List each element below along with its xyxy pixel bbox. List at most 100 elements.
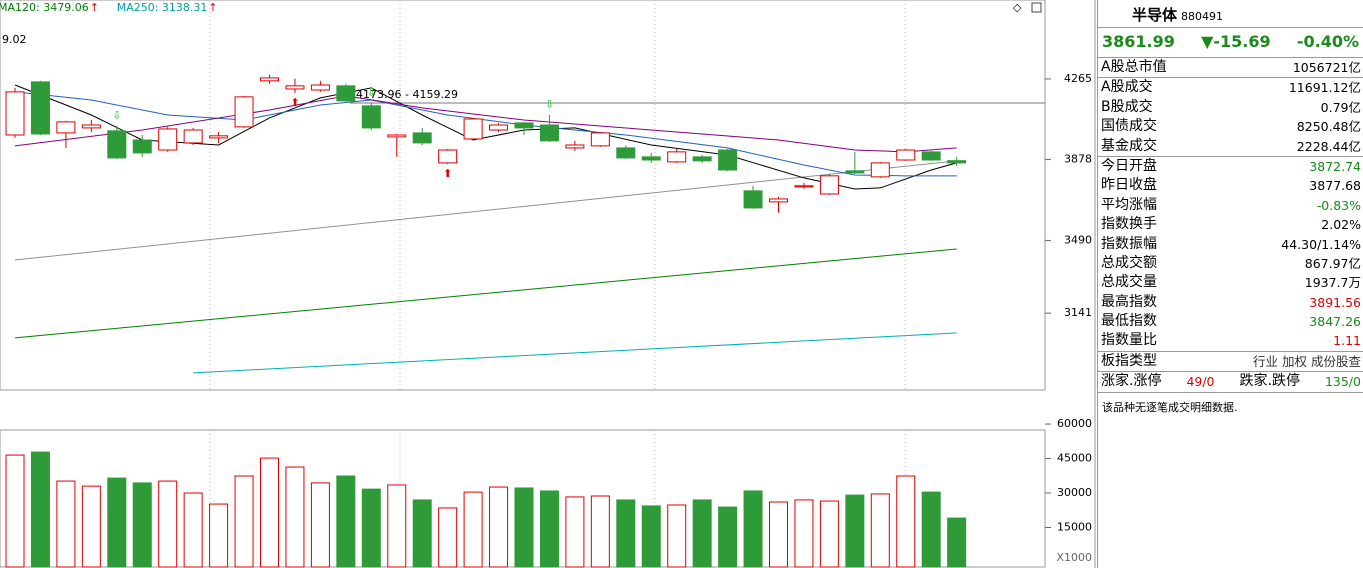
stat-label: 总成交额 (1101, 254, 1157, 271)
stat-value: 行业 加权 成份股查 (1253, 353, 1361, 369)
icon-window[interactable] (1031, 2, 1042, 13)
stat-row: A股成交 11691.12亿 (1098, 78, 1363, 97)
candle-body (285, 85, 305, 90)
signal-arrow: ⇩ (545, 98, 554, 111)
volume-bar (438, 507, 458, 568)
stat-value: 2228.44亿 (1296, 138, 1361, 154)
candle-body (845, 170, 865, 174)
candle-body (361, 105, 381, 129)
volume-bar (30, 451, 50, 568)
quote: 3861.99 ▼-15.69 -0.40% (1098, 28, 1363, 58)
candle-body (30, 81, 50, 135)
volume-bar (947, 517, 967, 568)
stat-label: 国债成交 (1101, 118, 1157, 135)
candle-body (692, 156, 712, 162)
stat-row: 板指类型 行业 加权 成份股查 (1098, 352, 1363, 373)
stat-value: 1056721亿 (1292, 60, 1361, 75)
volume-bar (845, 494, 865, 568)
up-value: 49/0 (1186, 374, 1215, 390)
candle-body (794, 185, 814, 188)
stat-value: 8250.48亿 (1296, 119, 1361, 135)
stat-row: 总成交额 867.97亿 (1098, 254, 1363, 273)
stat-value: 44.30/1.14% (1281, 236, 1361, 252)
volume-bar (590, 495, 610, 568)
stat-value: -0.83% (1316, 197, 1361, 213)
stat-row: 今日开盘 3872.74 (1098, 157, 1363, 176)
candle-body (5, 91, 25, 136)
stat-label: A股成交 (1101, 79, 1153, 96)
candle-body (463, 118, 483, 140)
stock-name: 半导体 (1132, 6, 1178, 24)
stat-row: A股总市值 1056721亿 (1098, 58, 1363, 79)
candle-body (565, 144, 585, 149)
stat-value: 11691.12亿 (1288, 80, 1361, 96)
icon-diamond[interactable]: ◇ (1013, 1, 1022, 14)
legend-label: MA250: 3138.31 (117, 1, 208, 14)
stat-label: B股成交 (1101, 98, 1153, 115)
price: 3861.99 (1102, 32, 1175, 51)
stat-label: 平均涨幅 (1101, 196, 1157, 213)
stock-code: 880491 (1181, 10, 1224, 23)
volume-bar (132, 482, 152, 568)
volume-bar (896, 475, 916, 568)
ma-line (14, 248, 957, 339)
volume-bar (743, 490, 763, 568)
volume-bar (463, 491, 483, 568)
volume-bar (361, 488, 381, 568)
volume-bar (769, 501, 788, 568)
stat-row: 基金成交 2228.44亿 (1098, 137, 1363, 157)
volume-bar (921, 491, 941, 568)
stat-label: 指数换手 (1101, 216, 1157, 233)
stat-row: 昨日收盘 3877.68 (1098, 176, 1363, 195)
candle-body (718, 149, 738, 171)
stat-row: 指数振幅 44.30/1.14% (1098, 235, 1363, 254)
volume-bar (514, 487, 534, 568)
stat-value: 1937.7万 (1304, 275, 1361, 291)
candle-body (514, 122, 534, 129)
stat-label: 今日开盘 (1101, 157, 1157, 174)
ma-line (14, 84, 957, 190)
signal-arrow: ⬆ (443, 167, 452, 180)
candle-body (438, 149, 458, 164)
stat-value: 3891.56 (1309, 294, 1361, 310)
candle-body (183, 129, 203, 144)
volume-tick-label: 15000 (1057, 521, 1092, 534)
candle-body (260, 77, 279, 82)
volume-bar (310, 482, 330, 568)
signal-arrow: ⇩ (112, 109, 121, 122)
ma-line (14, 95, 957, 153)
signal-arrow: ⇩ (367, 86, 376, 99)
candle-body (921, 151, 941, 161)
volume-bar (387, 484, 407, 568)
range-label: 4173.96 - 4159.29 (356, 88, 458, 101)
price-panel (0, 0, 1046, 391)
stat-value: 2.02% (1321, 217, 1361, 233)
stat-row: B股成交 0.79亿 (1098, 98, 1363, 117)
stat-value: 867.97亿 (1304, 255, 1361, 271)
volume-bar (260, 457, 279, 568)
candle-body (234, 96, 254, 128)
legend-trend: ↑ (208, 1, 217, 14)
volume-tick-label: 30000 (1057, 486, 1092, 499)
candle-body (870, 162, 890, 178)
volume-unit: X1000 (1056, 551, 1092, 564)
volume-bar (692, 499, 712, 568)
breadth: 涨家.涨停 49/0 跌家.跌停 135/0 (1098, 372, 1363, 393)
volume-bar (336, 475, 356, 568)
volume-bar (539, 490, 559, 568)
volume-bar (819, 500, 839, 568)
ma-line (193, 332, 957, 374)
candle-body (81, 124, 101, 129)
candle-body (616, 147, 636, 159)
stat-label: 指数振幅 (1101, 235, 1157, 252)
ma-line (14, 160, 957, 261)
candle-body (107, 130, 127, 159)
volume-bar (794, 499, 814, 568)
ma-line (14, 91, 957, 177)
stat-value: 0.79亿 (1320, 99, 1361, 115)
candle-body (132, 139, 152, 154)
stat-row: 国债成交 8250.48亿 (1098, 117, 1363, 136)
stat-row: 最低指数 3847.26 (1098, 312, 1363, 331)
change-pct: -0.40% (1296, 32, 1359, 51)
